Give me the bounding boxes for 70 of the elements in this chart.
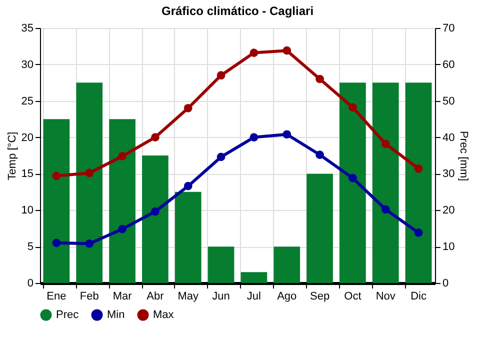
point bbox=[216, 71, 226, 80]
x-tick-label: Ene bbox=[46, 290, 66, 302]
bar bbox=[372, 82, 399, 283]
x-tick-label: Jul bbox=[246, 290, 261, 302]
point bbox=[316, 150, 324, 159]
point bbox=[250, 133, 258, 142]
bar bbox=[240, 272, 268, 283]
x-tick-label: Mar bbox=[112, 290, 132, 302]
x-tick-label: Ago bbox=[277, 290, 297, 302]
y2-tick-label: 30 bbox=[442, 168, 455, 180]
point bbox=[348, 103, 357, 112]
y-tick-label: 30 bbox=[21, 58, 34, 71]
y2-tick-label: 50 bbox=[442, 95, 455, 108]
bar bbox=[142, 156, 168, 283]
y-tick-label: 15 bbox=[21, 168, 34, 180]
y2-tick-label: 40 bbox=[442, 132, 455, 144]
x-tick-label: Oct bbox=[344, 290, 362, 302]
point bbox=[151, 133, 160, 142]
y-tick-label: 25 bbox=[21, 95, 34, 108]
point bbox=[414, 228, 423, 237]
x-tick-label: Feb bbox=[80, 290, 99, 302]
point bbox=[414, 164, 423, 173]
chart-title: Gráfico climático - Cagliari bbox=[161, 4, 314, 18]
y2-tick-label: 60 bbox=[442, 58, 455, 71]
y-tick-label: 5 bbox=[27, 241, 34, 254]
point bbox=[250, 48, 258, 57]
point bbox=[151, 207, 160, 216]
y2-tick-label: 10 bbox=[442, 241, 455, 254]
bar bbox=[208, 246, 234, 283]
y2-tick-label: 0 bbox=[442, 278, 449, 290]
point bbox=[381, 205, 390, 214]
point bbox=[85, 239, 94, 248]
legend-label: Min bbox=[107, 309, 125, 321]
x-tick-label: May bbox=[178, 290, 200, 302]
bar bbox=[405, 82, 432, 283]
point bbox=[118, 152, 126, 160]
point bbox=[381, 140, 390, 148]
bar bbox=[76, 82, 103, 283]
x-tick-label: Jun bbox=[212, 290, 230, 302]
y2-tick-label: 20 bbox=[442, 204, 455, 217]
point bbox=[316, 74, 324, 84]
point bbox=[184, 182, 192, 190]
point bbox=[216, 152, 226, 162]
y-tick-label: 0 bbox=[27, 278, 34, 290]
y-tick-label: 10 bbox=[21, 204, 34, 217]
x-tick-label: Nov bbox=[376, 290, 396, 302]
y-tick-label: 35 bbox=[21, 22, 34, 34]
point bbox=[184, 104, 192, 112]
point bbox=[118, 224, 126, 234]
point bbox=[282, 46, 292, 55]
x-tick-label: Dic bbox=[410, 290, 427, 302]
y2-tick-label: 70 bbox=[442, 22, 455, 34]
bar bbox=[109, 119, 136, 283]
point bbox=[52, 172, 61, 180]
bar bbox=[174, 192, 202, 283]
x-tick-label: Abr bbox=[146, 290, 164, 302]
bar bbox=[340, 82, 366, 283]
point bbox=[348, 174, 357, 182]
bar bbox=[306, 174, 333, 283]
legend-label: Max bbox=[153, 309, 174, 321]
point bbox=[282, 130, 292, 139]
bar bbox=[274, 246, 300, 283]
y-axis-title: Temp [°C] bbox=[6, 132, 18, 180]
x-tick-label: Sep bbox=[310, 290, 330, 302]
bar bbox=[43, 119, 70, 283]
y-tick-label: 20 bbox=[21, 132, 34, 144]
legend-label: Prec bbox=[56, 309, 80, 321]
y2-axis-title: Prec [mm] bbox=[458, 130, 470, 182]
point bbox=[85, 168, 94, 178]
point bbox=[52, 238, 61, 248]
